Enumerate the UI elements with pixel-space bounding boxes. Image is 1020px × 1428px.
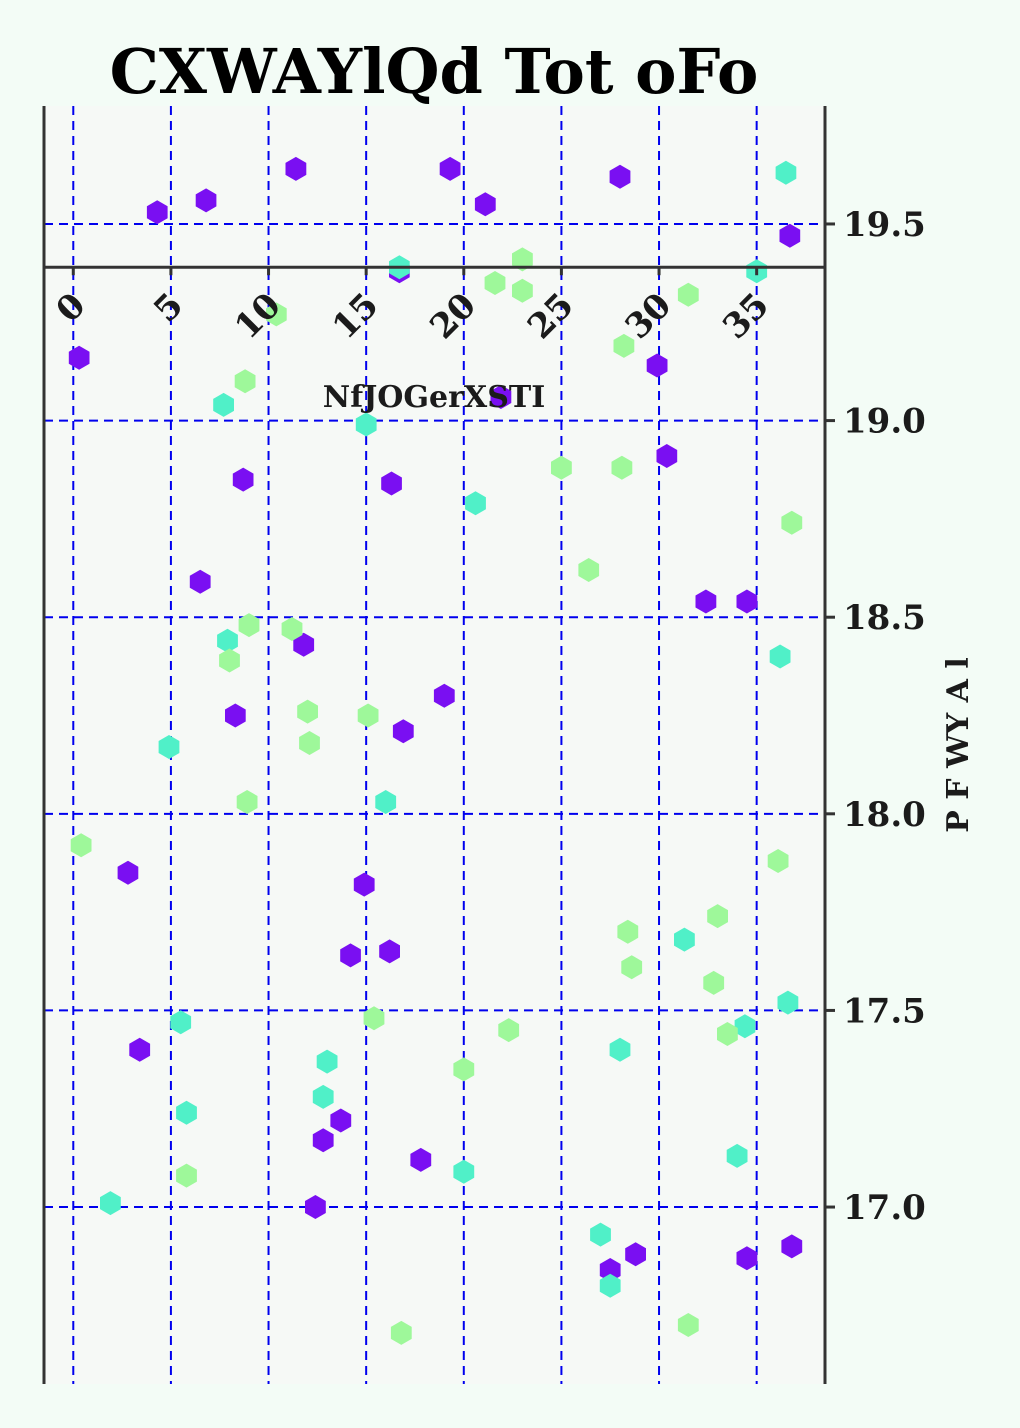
data-point xyxy=(219,648,240,673)
data-point xyxy=(613,333,635,358)
data-point xyxy=(232,467,254,492)
y-tick-label: 19.0 xyxy=(843,402,926,442)
data-point xyxy=(213,392,234,417)
y-tick-label: 18.5 xyxy=(843,598,926,638)
data-point xyxy=(100,1191,121,1216)
data-point xyxy=(621,955,643,980)
axes xyxy=(42,106,827,1384)
data-point xyxy=(390,1320,412,1345)
data-point xyxy=(512,278,533,303)
data-point xyxy=(590,1222,611,1247)
data-point xyxy=(236,790,258,814)
data-point xyxy=(170,1010,192,1035)
data-point xyxy=(779,223,801,248)
data-point xyxy=(363,1006,385,1031)
data-point xyxy=(734,1014,756,1039)
data-point xyxy=(70,833,92,858)
data-point xyxy=(617,919,639,944)
y-axis-label: P F WY A l xyxy=(941,657,976,832)
data-point xyxy=(330,1108,352,1133)
x-axis-label: NfJOGerXSTI xyxy=(323,380,545,415)
data-point xyxy=(379,939,400,964)
data-point xyxy=(769,644,791,669)
data-point xyxy=(381,471,402,496)
data-point xyxy=(312,1128,334,1153)
data-point xyxy=(611,455,633,480)
data-point xyxy=(498,1018,520,1043)
data-point xyxy=(357,703,379,728)
data-point xyxy=(316,1049,338,1074)
data-point xyxy=(599,1273,621,1298)
data-point xyxy=(484,271,506,295)
data-point xyxy=(340,943,361,968)
data-point xyxy=(551,455,572,480)
data-point xyxy=(609,1037,631,1062)
y-tick-label: 17.0 xyxy=(843,1188,926,1228)
data-point xyxy=(775,160,797,185)
data-point xyxy=(490,385,512,409)
data-point xyxy=(578,558,600,582)
data-point xyxy=(238,613,260,638)
data-point xyxy=(266,302,287,327)
data-point xyxy=(677,1313,699,1337)
y-tick-label: 19.5 xyxy=(843,205,926,245)
data-point xyxy=(375,790,397,814)
y-tick-label: 17.5 xyxy=(843,991,926,1031)
y-tick-label: 18.0 xyxy=(843,795,926,835)
data-point xyxy=(453,1159,475,1184)
data-point xyxy=(717,1022,738,1046)
data-point xyxy=(453,1057,475,1082)
data-point xyxy=(355,412,377,437)
data-point xyxy=(781,510,803,535)
data-point xyxy=(297,699,318,724)
chart-title: CXWAYlQd Tot oFo xyxy=(110,35,759,108)
data-point xyxy=(674,927,695,952)
data-point xyxy=(695,589,717,614)
data-point xyxy=(512,247,533,272)
data-point xyxy=(392,719,414,744)
data-point xyxy=(726,1143,748,1168)
data-point xyxy=(736,589,758,614)
data-point xyxy=(410,1147,432,1172)
data-point xyxy=(217,628,238,653)
data-point xyxy=(703,970,725,995)
data-point xyxy=(117,860,139,885)
data-point xyxy=(439,156,461,181)
data-point xyxy=(312,1084,334,1109)
data-point xyxy=(707,904,728,929)
data-points xyxy=(68,156,803,1345)
data-point xyxy=(353,872,375,897)
data-point xyxy=(677,282,699,307)
data-point xyxy=(474,192,496,217)
data-point xyxy=(68,345,90,370)
data-point xyxy=(176,1100,197,1125)
data-point xyxy=(299,731,320,755)
data-point xyxy=(225,703,246,728)
data-point xyxy=(609,164,631,189)
data-point xyxy=(176,1163,197,1188)
data-point xyxy=(599,1258,621,1282)
data-point xyxy=(656,444,678,468)
data-point xyxy=(646,353,668,378)
data-point xyxy=(158,735,180,759)
data-point xyxy=(285,156,307,181)
data-point xyxy=(625,1242,646,1267)
data-point xyxy=(305,1195,326,1219)
data-point xyxy=(433,683,455,708)
data-point xyxy=(767,849,789,873)
data-point xyxy=(465,491,486,516)
data-point xyxy=(234,369,256,394)
data-point xyxy=(281,617,303,641)
data-point xyxy=(781,1234,803,1259)
data-point xyxy=(146,200,168,225)
data-point xyxy=(195,188,217,213)
data-point xyxy=(129,1037,151,1062)
data-point xyxy=(736,1246,758,1271)
data-point xyxy=(189,569,211,594)
data-point xyxy=(777,990,799,1015)
data-point xyxy=(293,632,315,657)
